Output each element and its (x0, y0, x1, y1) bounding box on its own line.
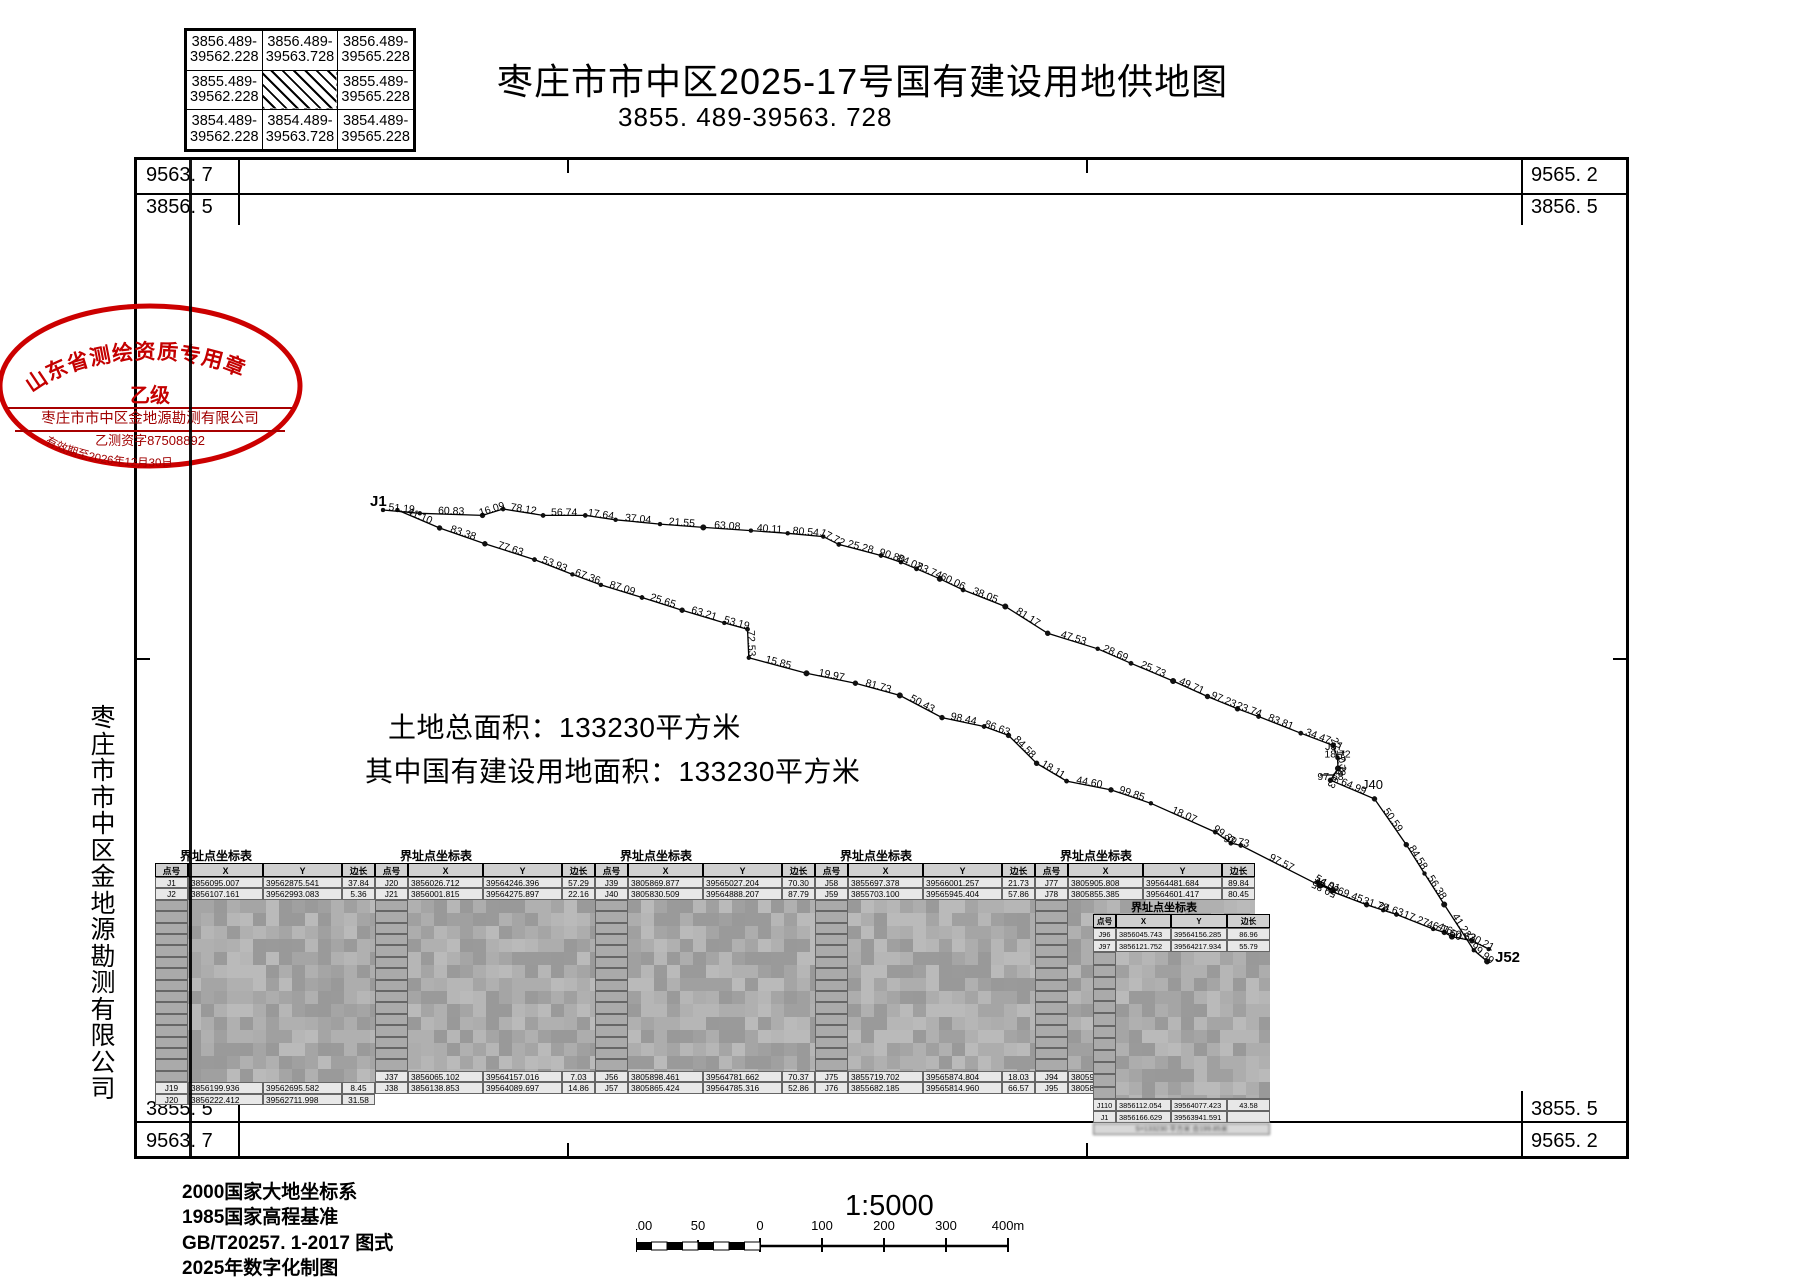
svg-text:300: 300 (935, 1218, 957, 1233)
svg-text:200: 200 (873, 1218, 895, 1233)
svg-text:乙级: 乙级 (130, 383, 170, 407)
svg-text:400m: 400m (992, 1218, 1025, 1233)
svg-text:0: 0 (756, 1218, 763, 1233)
svg-text:枣庄市市中区金地源勘测有限公司: 枣庄市市中区金地源勘测有限公司 (41, 409, 259, 427)
svg-text:100: 100 (811, 1218, 833, 1233)
svg-text:m100: m100 (636, 1218, 652, 1233)
svg-text:50: 50 (691, 1218, 705, 1233)
